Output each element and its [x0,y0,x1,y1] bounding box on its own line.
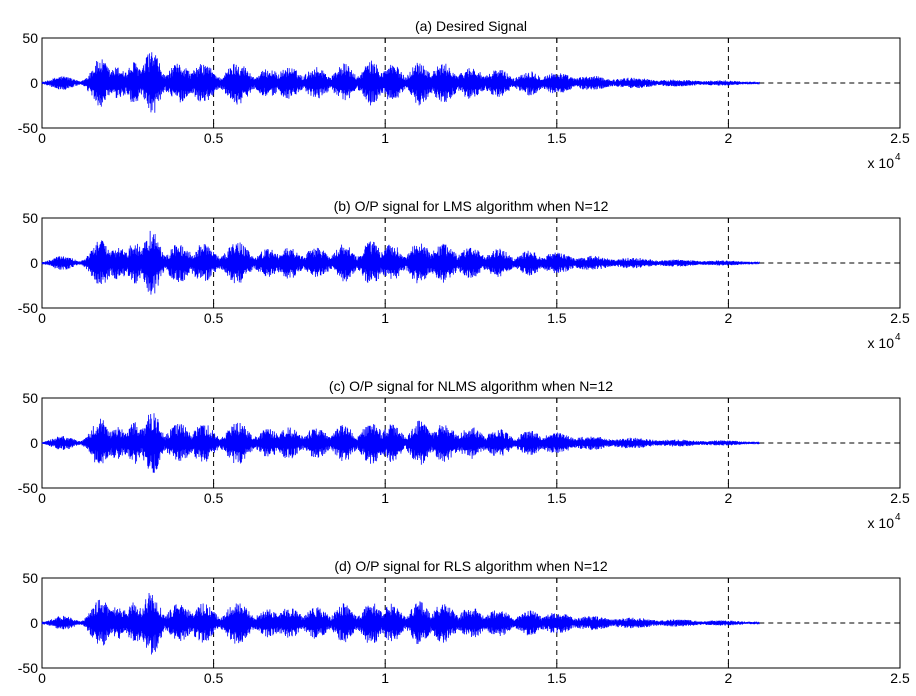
x-tick-label: 1.5 [547,130,567,146]
x-tick-label: 2.5 [890,130,910,146]
subplot-3: (c) O/P signal for NLMS algorithm when N… [18,378,910,531]
x-multiplier-exponent: 4 [895,152,901,163]
x-tick-label: 1.5 [547,310,567,326]
x-tick-label: 2.5 [890,490,910,506]
subplot-2: (b) O/P signal for LMS algorithm when N=… [18,198,910,351]
y-tick-label: 50 [22,570,38,586]
x-tick-label: 2.5 [890,310,910,326]
x-tick-label: 1 [381,670,389,686]
subplot-title: (a) Desired Signal [415,18,527,34]
y-tick-label: 50 [22,30,38,46]
y-tick-label: 0 [30,615,38,631]
x-tick-label: 2 [725,490,733,506]
subplot-title: (b) O/P signal for LMS algorithm when N=… [334,198,609,214]
x-tick-label: 0 [38,490,46,506]
x-tick-label: 0 [38,670,46,686]
y-tick-label: -50 [18,300,38,316]
x-tick-label: 0.5 [204,310,224,326]
x-multiplier-exponent: 4 [895,332,901,343]
signal-series [41,230,760,295]
y-tick-label: -50 [18,660,38,676]
subplot-title: (d) O/P signal for RLS algorithm when N=… [334,558,607,574]
x-tick-label: 0.5 [204,670,224,686]
x-tick-label: 1.5 [547,490,567,506]
x-tick-label: 2 [725,670,733,686]
subplot-title: (c) O/P signal for NLMS algorithm when N… [329,378,613,394]
x-tick-label: 2.5 [890,670,910,686]
x-tick-label: 0 [38,310,46,326]
x-tick-label: 2 [725,310,733,326]
x-tick-label: 0.5 [204,130,224,146]
x-tick-label: 0 [38,130,46,146]
x-tick-label: 0.5 [204,490,224,506]
y-tick-label: -50 [18,480,38,496]
subplot-4: (d) O/P signal for RLS algorithm when N=… [18,558,910,686]
y-tick-label: 0 [30,255,38,271]
x-tick-label: 1 [381,490,389,506]
signal-series [41,52,760,113]
y-tick-label: 50 [22,390,38,406]
signal-series [41,593,760,655]
y-tick-label: 50 [22,210,38,226]
x-multiplier: x 10 [868,155,895,171]
x-tick-label: 1 [381,130,389,146]
x-tick-label: 1.5 [547,670,567,686]
x-multiplier: x 10 [868,515,895,531]
x-tick-label: 2 [725,130,733,146]
y-tick-label: -50 [18,120,38,136]
x-multiplier-exponent: 4 [895,512,901,523]
x-tick-label: 1 [381,310,389,326]
y-tick-label: 0 [30,75,38,91]
y-tick-label: 0 [30,435,38,451]
signal-series [41,413,760,473]
x-multiplier: x 10 [868,335,895,351]
